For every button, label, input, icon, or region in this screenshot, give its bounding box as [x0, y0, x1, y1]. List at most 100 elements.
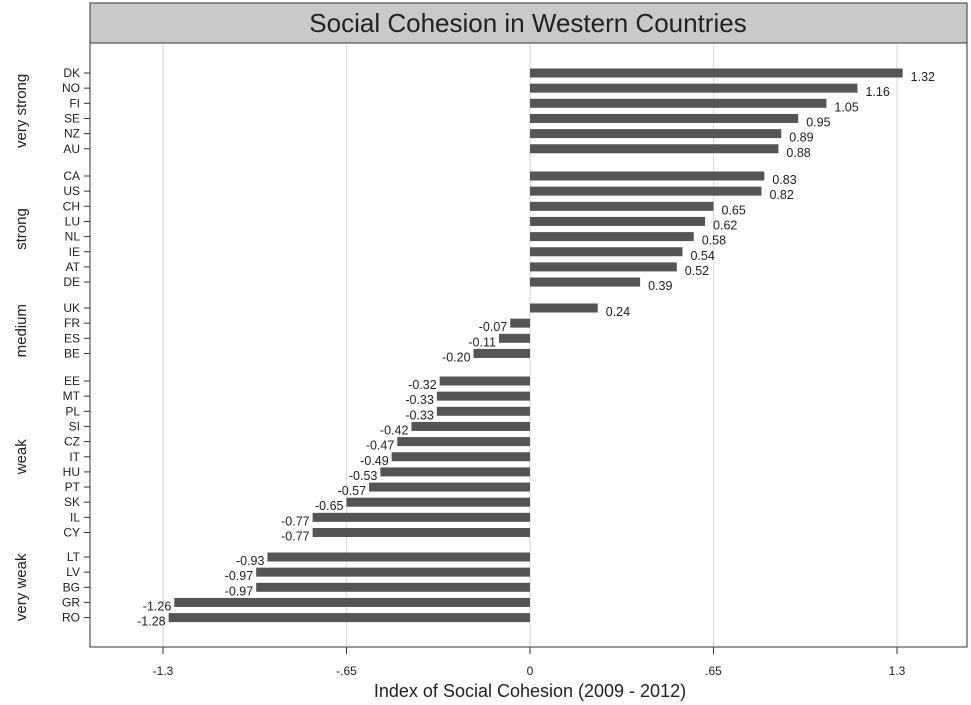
value-label-sk: -0.65	[315, 499, 344, 513]
value-label-gr: -1.26	[143, 599, 172, 613]
group-labels: very strong strong medium weak very weak	[13, 74, 30, 621]
group-label-medium: medium	[13, 304, 30, 357]
category-label-ee: EE	[64, 374, 80, 388]
bar-gr	[174, 597, 531, 607]
category-label-fr: FR	[64, 316, 80, 330]
category-label-il: IL	[70, 510, 80, 524]
value-label-se: 0.95	[806, 115, 830, 129]
group-label-weak: weak	[13, 439, 30, 476]
value-label-hu: -0.53	[349, 469, 378, 483]
category-label-no: NO	[62, 81, 80, 95]
bar-mt	[436, 391, 530, 401]
value-label-ch: 0.65	[722, 203, 746, 217]
bar-no	[530, 83, 858, 93]
category-label-uk: UK	[63, 301, 80, 315]
category-label-be: BE	[64, 346, 80, 360]
bar-lv	[256, 567, 530, 577]
value-label-ca: 0.83	[772, 173, 796, 187]
category-label-ro: RO	[62, 611, 80, 625]
category-label-sk: SK	[64, 495, 80, 509]
bar-lu	[530, 216, 706, 226]
bar-fr	[510, 318, 530, 328]
bar-sk	[346, 497, 530, 507]
bar-fi	[530, 98, 827, 108]
value-label-ee: -0.32	[408, 378, 437, 392]
category-label-it: IT	[69, 450, 80, 464]
x-tick-label: 1.3	[889, 664, 906, 678]
value-label-nl: 0.58	[702, 234, 726, 248]
category-label-bg: BG	[63, 580, 80, 594]
group-label-very-weak: very weak	[13, 553, 30, 621]
plot-frame	[89, 42, 968, 648]
value-label-us: 0.82	[769, 188, 793, 202]
bar-es	[498, 333, 530, 343]
bar-be	[473, 348, 530, 358]
bar-uk	[530, 303, 598, 313]
value-label-ie: 0.54	[690, 249, 714, 263]
value-label-lt: -0.93	[236, 554, 265, 568]
category-label-si: SI	[69, 419, 80, 433]
value-label-at: 0.52	[685, 264, 709, 278]
value-label-cz: -0.47	[366, 439, 395, 453]
bar-nz	[530, 129, 782, 139]
value-label-il: -0.77	[281, 514, 310, 528]
bar-cy	[312, 528, 530, 537]
category-label-de: DE	[63, 275, 80, 289]
x-tick-label: -1.3	[153, 664, 174, 678]
category-label-fi: FI	[69, 96, 80, 110]
bar-pt	[369, 482, 530, 492]
value-label-de: 0.39	[648, 279, 672, 293]
x-tick-label: -.65	[336, 664, 357, 678]
value-label-es: -0.11	[468, 335, 496, 349]
category-label-gr: GR	[62, 595, 80, 609]
bar-ch	[530, 201, 714, 211]
bar-us	[530, 186, 762, 196]
bar-de	[530, 277, 641, 287]
category-label-ch: CH	[63, 199, 80, 213]
value-label-si: -0.42	[380, 423, 409, 437]
bar-nl	[530, 232, 694, 242]
category-label-mt: MT	[63, 389, 81, 403]
category-label-es: ES	[64, 331, 80, 345]
value-label-pl: -0.33	[405, 408, 434, 422]
category-label-pl: PL	[65, 404, 80, 418]
category-label-nl: NL	[65, 230, 81, 244]
value-label-be: -0.20	[442, 350, 471, 364]
category-label-se: SE	[64, 111, 80, 125]
bar-hu	[380, 467, 530, 477]
value-label-no: 1.16	[865, 85, 889, 99]
bar-lt	[267, 552, 530, 562]
value-label-cy: -0.77	[281, 530, 310, 544]
x-axis-ticks: -1.3 -.65 0 .65 1.3	[153, 647, 906, 678]
value-labels: 1.32 1.16 1.05 0.95 0.890.88 0.830.82 0.650.62…	[137, 70, 935, 629]
bar-se	[530, 113, 799, 123]
x-tick-label: 0	[527, 664, 534, 678]
value-label-pt: -0.57	[338, 484, 367, 498]
x-tick-label: .65	[705, 664, 722, 678]
category-label-us: US	[63, 184, 80, 198]
category-label-cy: CY	[63, 526, 80, 540]
bar-it	[391, 452, 530, 462]
value-label-au: 0.88	[786, 146, 810, 160]
group-label-strong: strong	[13, 208, 30, 250]
bar-au	[530, 144, 779, 154]
category-label-at: AT	[66, 260, 81, 274]
value-label-fr: -0.07	[479, 320, 508, 334]
category-label-ca: CA	[63, 169, 80, 183]
bar-si	[411, 421, 530, 431]
value-label-it: -0.49	[360, 454, 389, 468]
value-label-ro: -1.28	[137, 615, 166, 629]
bars	[168, 68, 903, 623]
category-label-cz: CZ	[64, 435, 80, 449]
category-label-lt: LT	[67, 550, 81, 564]
category-label-lv: LV	[66, 565, 80, 579]
chart-title: Social Cohesion in Western Countries	[309, 8, 746, 38]
category-label-au: AU	[63, 142, 80, 156]
category-label-pt: PT	[65, 480, 81, 494]
bar-bg	[256, 582, 530, 592]
value-label-nz: 0.89	[789, 131, 813, 145]
value-label-uk: 0.24	[606, 305, 630, 319]
value-label-lu: 0.62	[713, 218, 737, 232]
